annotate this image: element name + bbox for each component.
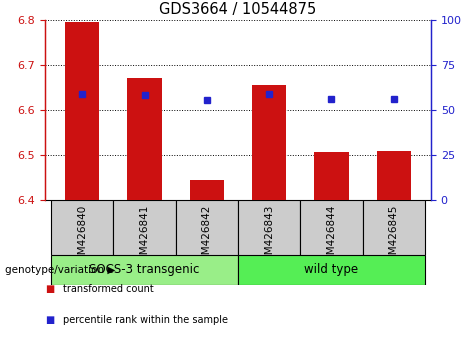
Bar: [238, 200, 300, 255]
Bar: [190, 180, 224, 200]
Text: GSM426842: GSM426842: [202, 204, 212, 268]
Text: percentile rank within the sample: percentile rank within the sample: [64, 315, 229, 325]
Text: GSM426841: GSM426841: [140, 204, 150, 268]
Title: GDS3664 / 10544875: GDS3664 / 10544875: [160, 2, 317, 17]
Bar: [113, 200, 176, 255]
Text: ■: ■: [45, 284, 54, 293]
Bar: [300, 200, 362, 255]
Text: transformed count: transformed count: [64, 284, 154, 293]
Bar: [176, 200, 238, 255]
Text: GSM426844: GSM426844: [326, 204, 337, 268]
Bar: [128, 78, 162, 200]
Bar: [51, 200, 113, 255]
Bar: [377, 152, 411, 200]
Text: ■: ■: [45, 315, 54, 325]
Text: GSM426845: GSM426845: [389, 204, 399, 268]
Bar: [362, 200, 425, 255]
Bar: [65, 22, 100, 200]
Text: GSM426843: GSM426843: [264, 204, 274, 268]
Text: SOCS-3 transgenic: SOCS-3 transgenic: [89, 263, 200, 276]
Text: wild type: wild type: [304, 263, 359, 276]
Bar: [238, 255, 425, 285]
Text: GSM426840: GSM426840: [77, 204, 87, 268]
Bar: [314, 152, 349, 200]
Bar: [51, 255, 238, 285]
Bar: [252, 85, 286, 200]
Text: genotype/variation ▶: genotype/variation ▶: [5, 265, 115, 275]
